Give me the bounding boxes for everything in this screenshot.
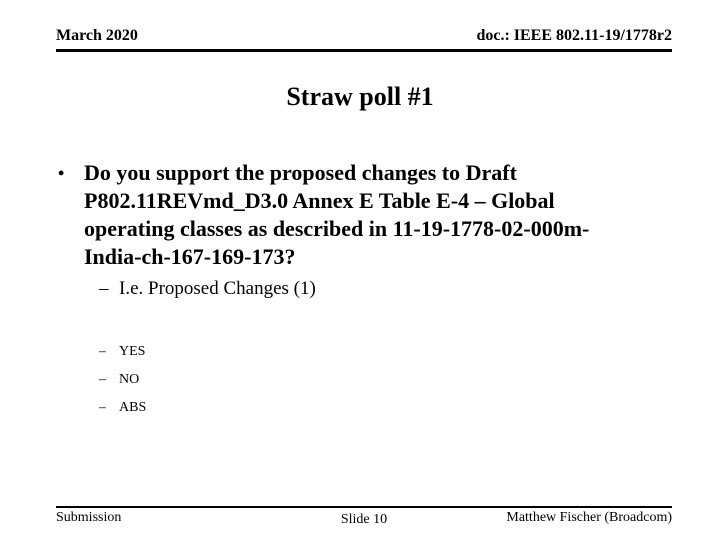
header-doc-number: doc.: IEEE 802.11-19/1778r2	[476, 27, 672, 44]
question-line: India-ch-167-169-173?	[84, 244, 296, 269]
bullet-icon: •	[58, 163, 65, 183]
sub-bullet-text: I.e. Proposed Changes (1)	[119, 278, 316, 299]
option-label: NO	[119, 372, 140, 387]
header-date: March 2020	[56, 27, 138, 44]
option-item-yes: – YES	[99, 338, 146, 366]
footer-author: Matthew Fischer (Broadcom)	[506, 510, 672, 525]
option-label: YES	[119, 344, 146, 359]
question-line: P802.11REVmd_D3.0 Annex E Table E-4 – Gl…	[84, 188, 555, 213]
slide-title: Straw poll #1	[286, 82, 434, 111]
slide-header: March 2020 doc.: IEEE 802.11-19/1778r2	[56, 27, 672, 52]
slide-footer: Submission Slide 10 Matthew Fischer (Bro…	[56, 506, 672, 527]
footer-submission: Submission	[56, 510, 122, 525]
footer-slide-number: Slide 10	[340, 512, 388, 527]
question-text: Do you support the proposed changes to D…	[84, 159, 589, 271]
option-item-abs: – ABS	[99, 394, 146, 422]
dash-icon: –	[99, 344, 106, 359]
question-line: operating classes as described in 11-19-…	[84, 216, 590, 241]
options-list: – YES – NO – ABS	[99, 338, 146, 422]
question-line: Do you support the proposed changes to D…	[84, 160, 517, 185]
sub-bullet-item: – I.e. Proposed Changes (1)	[99, 278, 316, 300]
dash-icon: –	[99, 372, 106, 387]
option-item-no: – NO	[99, 366, 146, 394]
option-label: ABS	[119, 400, 147, 415]
question-bullet-item: • Do you support the proposed changes to…	[58, 159, 589, 271]
dash-icon: –	[99, 400, 106, 415]
dash-icon: –	[99, 278, 109, 299]
